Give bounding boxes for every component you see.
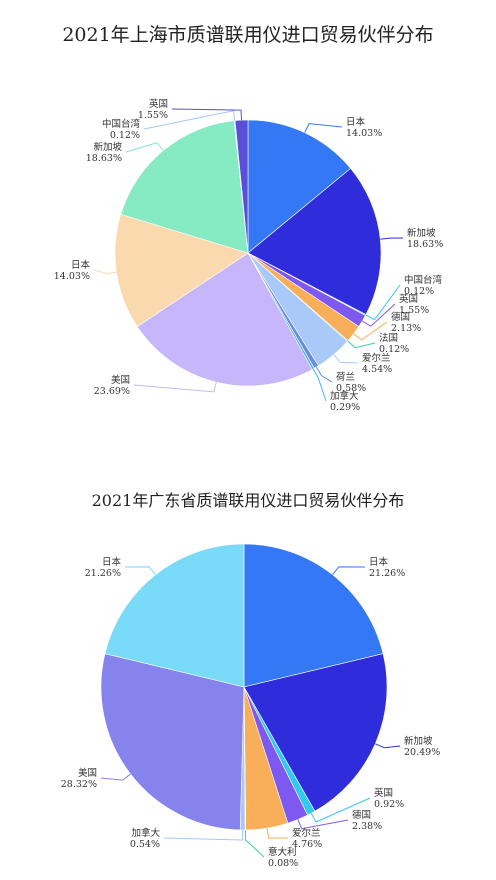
slice-label: 日本 bbox=[346, 116, 366, 128]
leader-line bbox=[375, 743, 401, 749]
pie-slice bbox=[100, 653, 245, 831]
leader-line bbox=[297, 819, 349, 830]
slice-percent: 1.55% bbox=[399, 305, 429, 316]
leader-line bbox=[353, 321, 388, 341]
pie-slice bbox=[114, 213, 249, 327]
slice-label: 美国 bbox=[78, 767, 97, 779]
slice-label: 日本 bbox=[369, 556, 389, 568]
slice-percent: 0.12% bbox=[110, 130, 140, 141]
slice-percent: 0.54% bbox=[130, 839, 160, 850]
leader-line bbox=[304, 123, 343, 133]
slice-percent: 18.63% bbox=[407, 239, 443, 250]
chart-title-guangdong: 2021年广东省质谱联用仪进口贸易伙伴分布 bbox=[91, 491, 405, 510]
slice-label: 英国 bbox=[374, 787, 393, 799]
slice-percent: 0.08% bbox=[268, 858, 298, 869]
leader-line bbox=[266, 828, 289, 839]
slice-label: 荷兰 bbox=[336, 371, 355, 383]
slice-percent: 23.69% bbox=[94, 386, 130, 397]
slice-percent: 0.12% bbox=[379, 344, 409, 355]
slice-percent: 28.32% bbox=[61, 779, 97, 790]
slice-label: 新加坡 bbox=[407, 227, 436, 239]
leader-line bbox=[310, 797, 371, 823]
slice-percent: 0.58% bbox=[336, 383, 366, 394]
pie-slice bbox=[243, 543, 384, 688]
pie-slice bbox=[247, 119, 352, 254]
pie-chart-shanghai: 日本14.03%新加坡18.63%中国台湾0.12%英国1.55%德国2.13%… bbox=[54, 98, 443, 413]
pie-slice bbox=[247, 167, 382, 315]
slice-label: 加拿大 bbox=[330, 390, 359, 402]
slice-label: 日本 bbox=[71, 259, 91, 271]
slice-percent: 21.26% bbox=[85, 568, 121, 579]
leader-line bbox=[365, 284, 401, 321]
slice-percent: 18.63% bbox=[86, 153, 122, 164]
pie-slice bbox=[120, 120, 249, 254]
pie-chart-guangdong: 日本21.26%新加坡20.49%英国0.92%德国2.38%爱尔兰4.76%意… bbox=[61, 543, 440, 869]
leader-line bbox=[362, 303, 396, 327]
slice-label: 法国 bbox=[379, 332, 398, 344]
slice-percent: 14.03% bbox=[346, 128, 382, 139]
leader-line bbox=[93, 269, 117, 275]
pie-slice bbox=[243, 653, 388, 812]
slice-label: 新加坡 bbox=[404, 735, 433, 747]
chart-title-shanghai: 2021年上海市质谱联用仪进口贸易伙伴分布 bbox=[62, 24, 434, 46]
pie-slice bbox=[136, 252, 313, 387]
leader-line bbox=[244, 829, 265, 858]
slice-label: 中国台湾 bbox=[404, 274, 443, 286]
leader-line bbox=[171, 108, 243, 121]
slice-label: 新加坡 bbox=[93, 141, 122, 153]
slice-label: 德国 bbox=[391, 311, 410, 323]
slice-percent: 21.26% bbox=[369, 568, 405, 579]
leader-line bbox=[315, 366, 333, 383]
slice-percent: 2.13% bbox=[391, 323, 421, 334]
slice-label: 加拿大 bbox=[131, 827, 160, 839]
slice-label: 爱尔兰 bbox=[292, 827, 321, 839]
slice-label: 爱尔兰 bbox=[362, 352, 391, 364]
slice-label: 中国台湾 bbox=[102, 118, 141, 130]
slice-label: 英国 bbox=[149, 98, 168, 110]
leader-line bbox=[124, 566, 156, 576]
slice-percent: 0.12% bbox=[404, 286, 434, 297]
leader-line bbox=[125, 142, 164, 153]
slice-percent: 14.03% bbox=[54, 271, 90, 282]
slice-label: 德国 bbox=[352, 809, 371, 821]
leader-line bbox=[332, 566, 366, 576]
leader-line bbox=[380, 237, 404, 240]
leader-line bbox=[133, 382, 217, 393]
slice-label: 意大利 bbox=[268, 846, 297, 858]
leader-line bbox=[100, 773, 131, 781]
slice-percent: 20.49% bbox=[404, 747, 440, 758]
leader-line bbox=[143, 110, 236, 130]
leader-line bbox=[347, 340, 376, 349]
slice-label: 美国 bbox=[111, 374, 130, 386]
slice-percent: 4.76% bbox=[292, 839, 322, 850]
slice-label: 英国 bbox=[399, 293, 418, 305]
slice-percent: 1.55% bbox=[138, 110, 168, 121]
slice-label: 日本 bbox=[102, 556, 122, 568]
slice-percent: 4.54% bbox=[362, 364, 392, 375]
slice-percent: 2.38% bbox=[352, 821, 382, 832]
slice-percent: 0.92% bbox=[374, 799, 404, 810]
leader-line bbox=[163, 829, 244, 841]
slice-percent: 0.29% bbox=[330, 402, 360, 413]
leader-line bbox=[333, 354, 359, 364]
pie-slice bbox=[104, 543, 245, 688]
leader-line bbox=[312, 368, 327, 402]
